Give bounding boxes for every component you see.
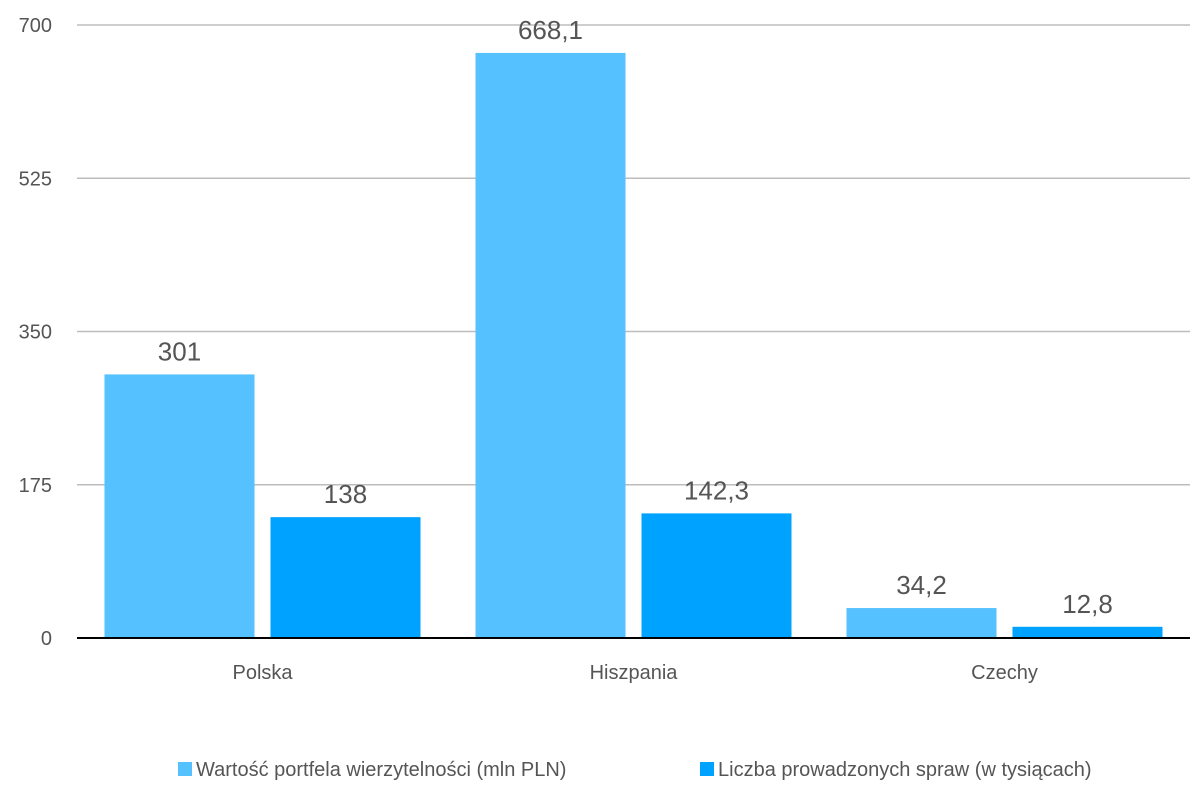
data-label: 138 [324, 479, 367, 509]
legend: Wartość portfela wierzytelności (mln PLN… [178, 759, 1092, 781]
y-axis-tick-labels: 0 175 350 525 700 [19, 15, 52, 650]
x-category-label: Polska [232, 662, 293, 684]
y-tick-label: 350 [19, 322, 52, 344]
bar-polska-series-1 [104, 374, 255, 638]
data-label: 142,3 [684, 475, 749, 505]
x-category-label: Czechy [971, 662, 1038, 684]
gridlines [77, 24, 1190, 486]
y-tick-label: 0 [41, 628, 52, 650]
data-label: 34,2 [896, 570, 947, 600]
y-tick-label: 525 [19, 168, 52, 190]
legend-label: Wartość portfela wierzytelności (mln PLN… [196, 759, 566, 781]
bars [104, 52, 1163, 638]
bar-hiszpania-series-2 [641, 513, 792, 638]
bar-hiszpania-series-1 [475, 52, 626, 638]
y-tick-label: 700 [19, 15, 52, 37]
legend-swatch [700, 762, 714, 776]
bar-czechy-series-2 [1012, 626, 1163, 638]
bar-polska-series-2 [270, 517, 421, 638]
x-category-label: Hiszpania [590, 662, 679, 684]
data-label: 301 [158, 336, 201, 366]
legend-swatch [178, 762, 192, 776]
x-axis-category-labels: Polska Hiszpania Czechy [232, 662, 1037, 684]
data-label: 12,8 [1062, 589, 1113, 619]
y-tick-label: 175 [19, 475, 52, 497]
legend-label: Liczba prowadzonych spraw (w tysiącach) [718, 759, 1092, 781]
data-label: 668,1 [518, 15, 583, 45]
data-labels: 301 138 668,1 142,3 34,2 12,8 [158, 15, 1113, 619]
bar-czechy-series-1 [846, 608, 997, 638]
